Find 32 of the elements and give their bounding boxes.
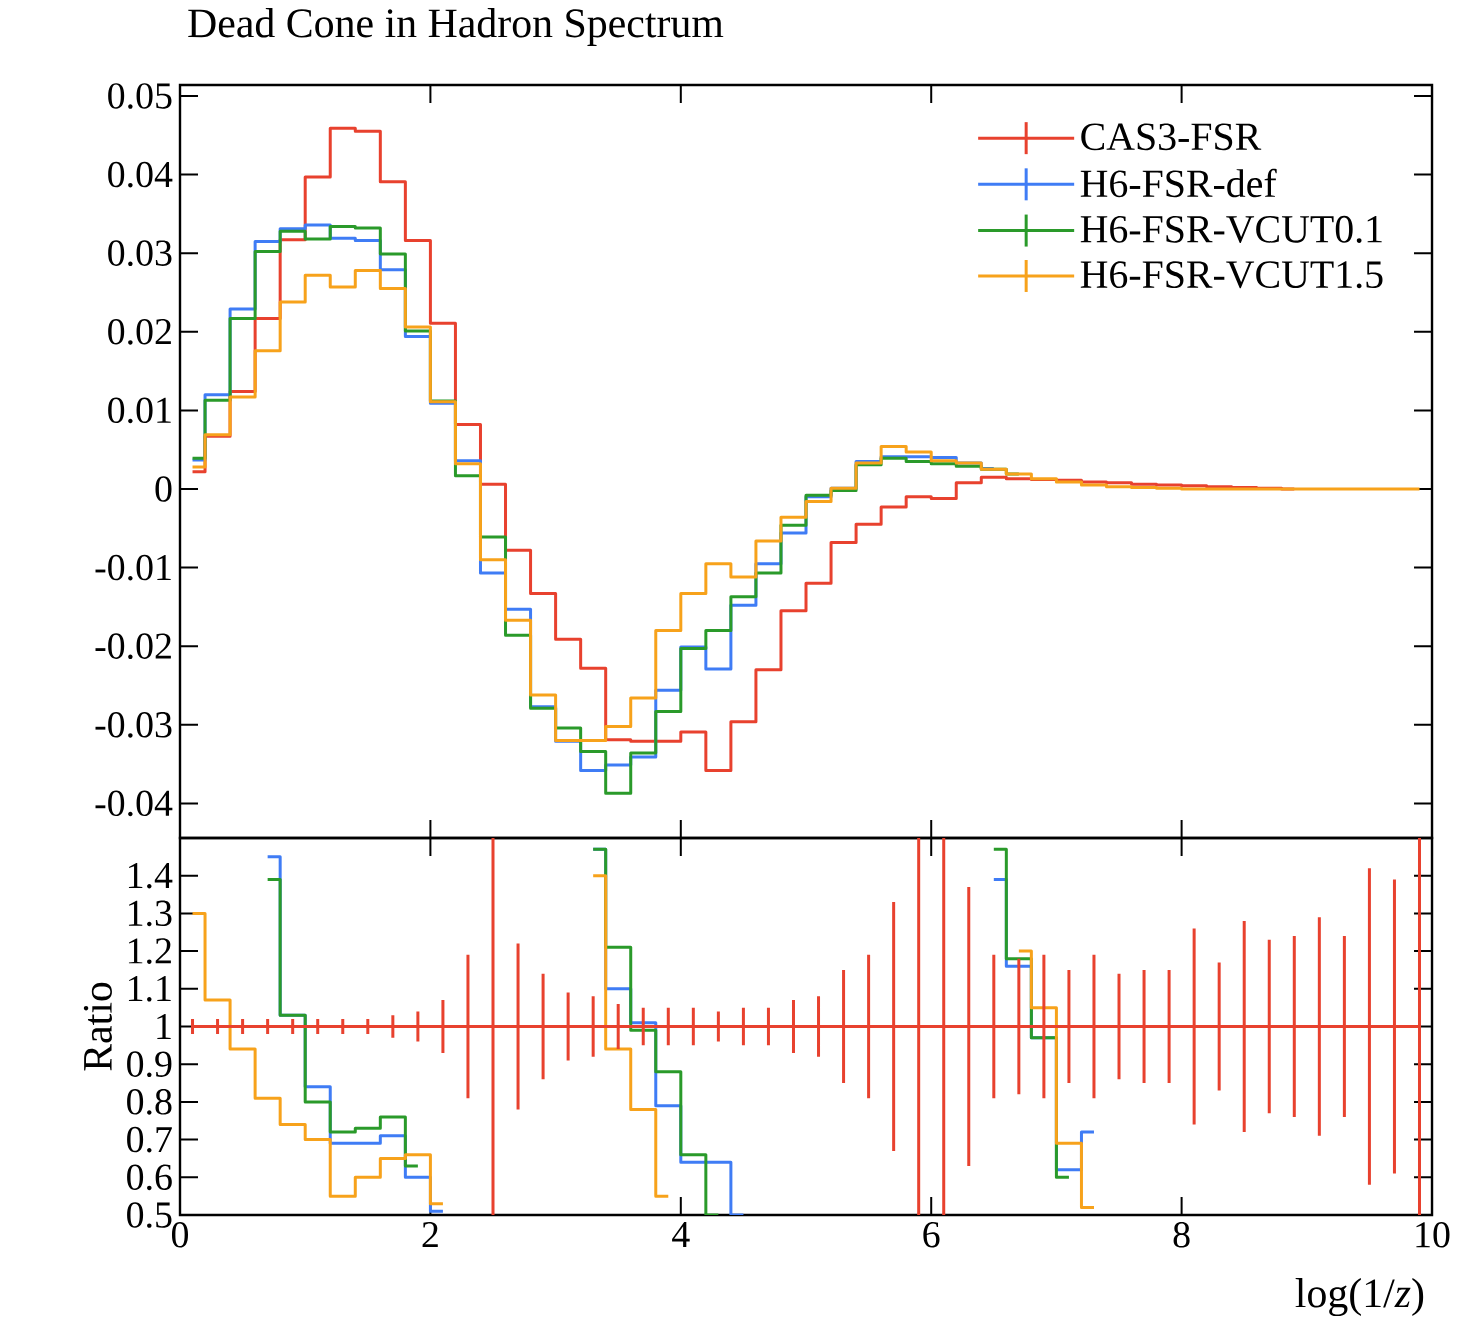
y-tick-label: 1.1 <box>128 976 171 1002</box>
legend-label: H6-FSR-def <box>1080 168 1277 198</box>
y-tick-label: -0.04 <box>95 790 173 817</box>
y-tick-label: 0.5 <box>127 1202 172 1228</box>
legend-label: H6-FSR-VCUT0.1 <box>1080 215 1382 243</box>
y-tick-label: 0.04 <box>108 161 173 188</box>
y-tick-label: -0.03 <box>95 711 172 738</box>
y-tick-label: 0.7 <box>127 1126 172 1153</box>
y-tick-label: 1.2 <box>128 938 171 964</box>
x-tick-label: 10 <box>1416 1222 1450 1248</box>
y-axis-title: Ratio <box>83 982 112 1071</box>
x-tick-label: 2 <box>422 1222 438 1248</box>
y-tick-label: 0.05 <box>108 83 172 109</box>
y-tick-label: 0.03 <box>108 240 172 267</box>
y-tick-label: -0.02 <box>95 633 171 660</box>
y-tick-label: 0.8 <box>127 1089 172 1115</box>
y-tick-label: -0.01 <box>95 554 171 581</box>
y-tick-label: 0.9 <box>127 1051 172 1078</box>
legend-label: H6-FSR-VCUT1.5 <box>1080 261 1383 289</box>
y-tick-label: 1.3 <box>128 900 172 927</box>
x-tick-label: 6 <box>923 1222 940 1248</box>
y-tick-label: 1.4 <box>128 862 173 889</box>
y-tick-label: 0.01 <box>108 397 171 424</box>
y-tick-label: 1 <box>157 1014 171 1039</box>
y-tick-label: 0.02 <box>108 318 171 345</box>
y-tick-label: 0 <box>155 476 172 502</box>
chart-title: Dead Cone in Hadron Spectrum <box>188 8 724 46</box>
y-tick-label: 0.6 <box>127 1164 172 1191</box>
x-axis-title: log(1/z) <box>1295 1278 1424 1317</box>
x-tick-label: 4 <box>672 1222 690 1247</box>
x-tick-label: 8 <box>1173 1222 1190 1248</box>
legend-label: CAS3-FSR <box>1081 123 1262 151</box>
